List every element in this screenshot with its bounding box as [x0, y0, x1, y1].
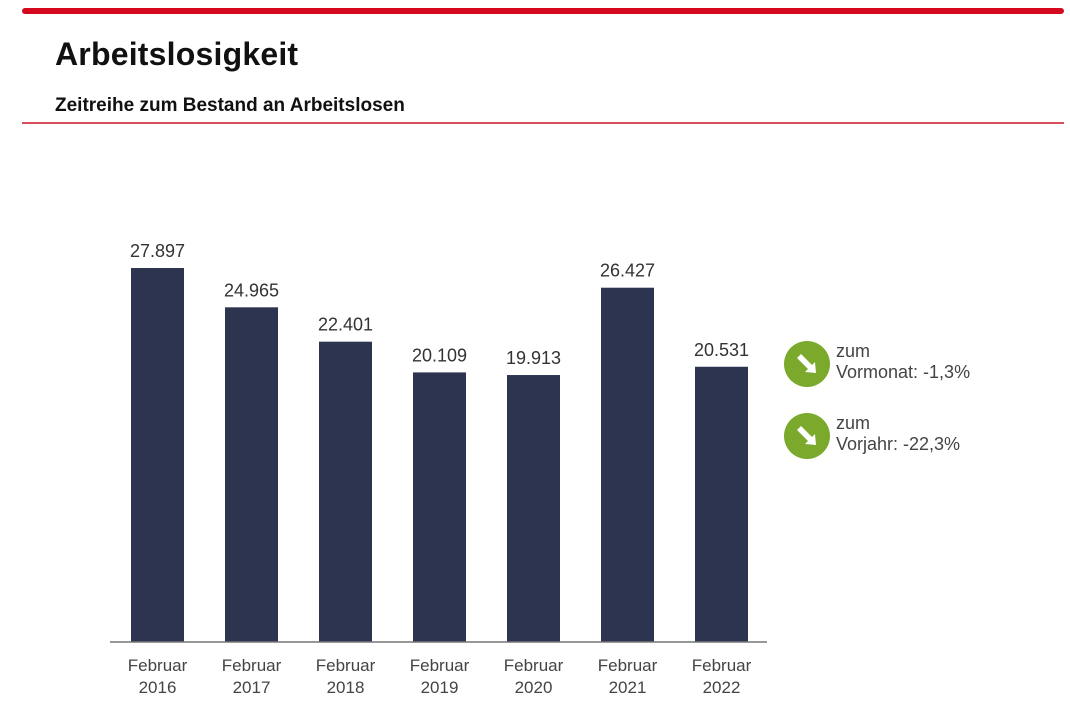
x-tick-label: Februar: [598, 656, 658, 675]
value-label: 26.427: [600, 261, 655, 281]
indicator-vormonat: zum Vormonat: -1,3%: [784, 341, 970, 387]
indicator-vorjahr: zum Vorjahr: -22,3%: [784, 413, 960, 459]
x-tick-label: 2021: [609, 678, 647, 697]
bar-2021: [601, 287, 654, 642]
indicator-label: zum: [836, 341, 871, 361]
x-tick-label: Februar: [692, 656, 752, 675]
bar-2016: [131, 268, 184, 642]
value-label: 20.531: [694, 340, 749, 360]
value-label: 22.401: [318, 315, 373, 335]
value-label: 27.897: [130, 241, 185, 261]
subtitle-divider: [22, 122, 1064, 124]
x-tick-label: 2016: [139, 678, 177, 697]
x-tick-label: Februar: [222, 656, 282, 675]
top-accent-bar: [22, 8, 1064, 14]
x-tick-label: Februar: [410, 656, 470, 675]
bar-2019: [413, 372, 466, 642]
bar-2020: [507, 375, 560, 642]
bar-2018: [319, 341, 372, 642]
x-tick-label: 2017: [233, 678, 271, 697]
arrow-down-right-icon: [784, 341, 830, 387]
value-label: 20.109: [412, 345, 467, 365]
page-subtitle: Zeitreihe zum Bestand an Arbeitslosen: [55, 95, 405, 116]
x-tick-label: 2018: [327, 678, 365, 697]
page-title: Arbeitslosigkeit: [55, 36, 299, 72]
value-label: 24.965: [224, 280, 279, 300]
x-tick-label: Februar: [316, 656, 376, 675]
x-tick-label: Februar: [128, 656, 188, 675]
indicator-value: Vormonat: -1,3%: [836, 362, 971, 382]
x-tick-label: Februar: [504, 656, 564, 675]
x-tick-label: 2022: [703, 678, 741, 697]
value-label: 19.913: [506, 348, 561, 368]
indicator-label: zum: [836, 413, 871, 433]
bar-2017: [225, 307, 278, 642]
x-tick-label: 2019: [421, 678, 459, 697]
arrow-down-right-icon: [784, 413, 830, 459]
bar-2022: [695, 366, 748, 642]
x-tick-label: 2020: [515, 678, 553, 697]
indicator-value: Vorjahr: -22,3%: [836, 434, 961, 454]
